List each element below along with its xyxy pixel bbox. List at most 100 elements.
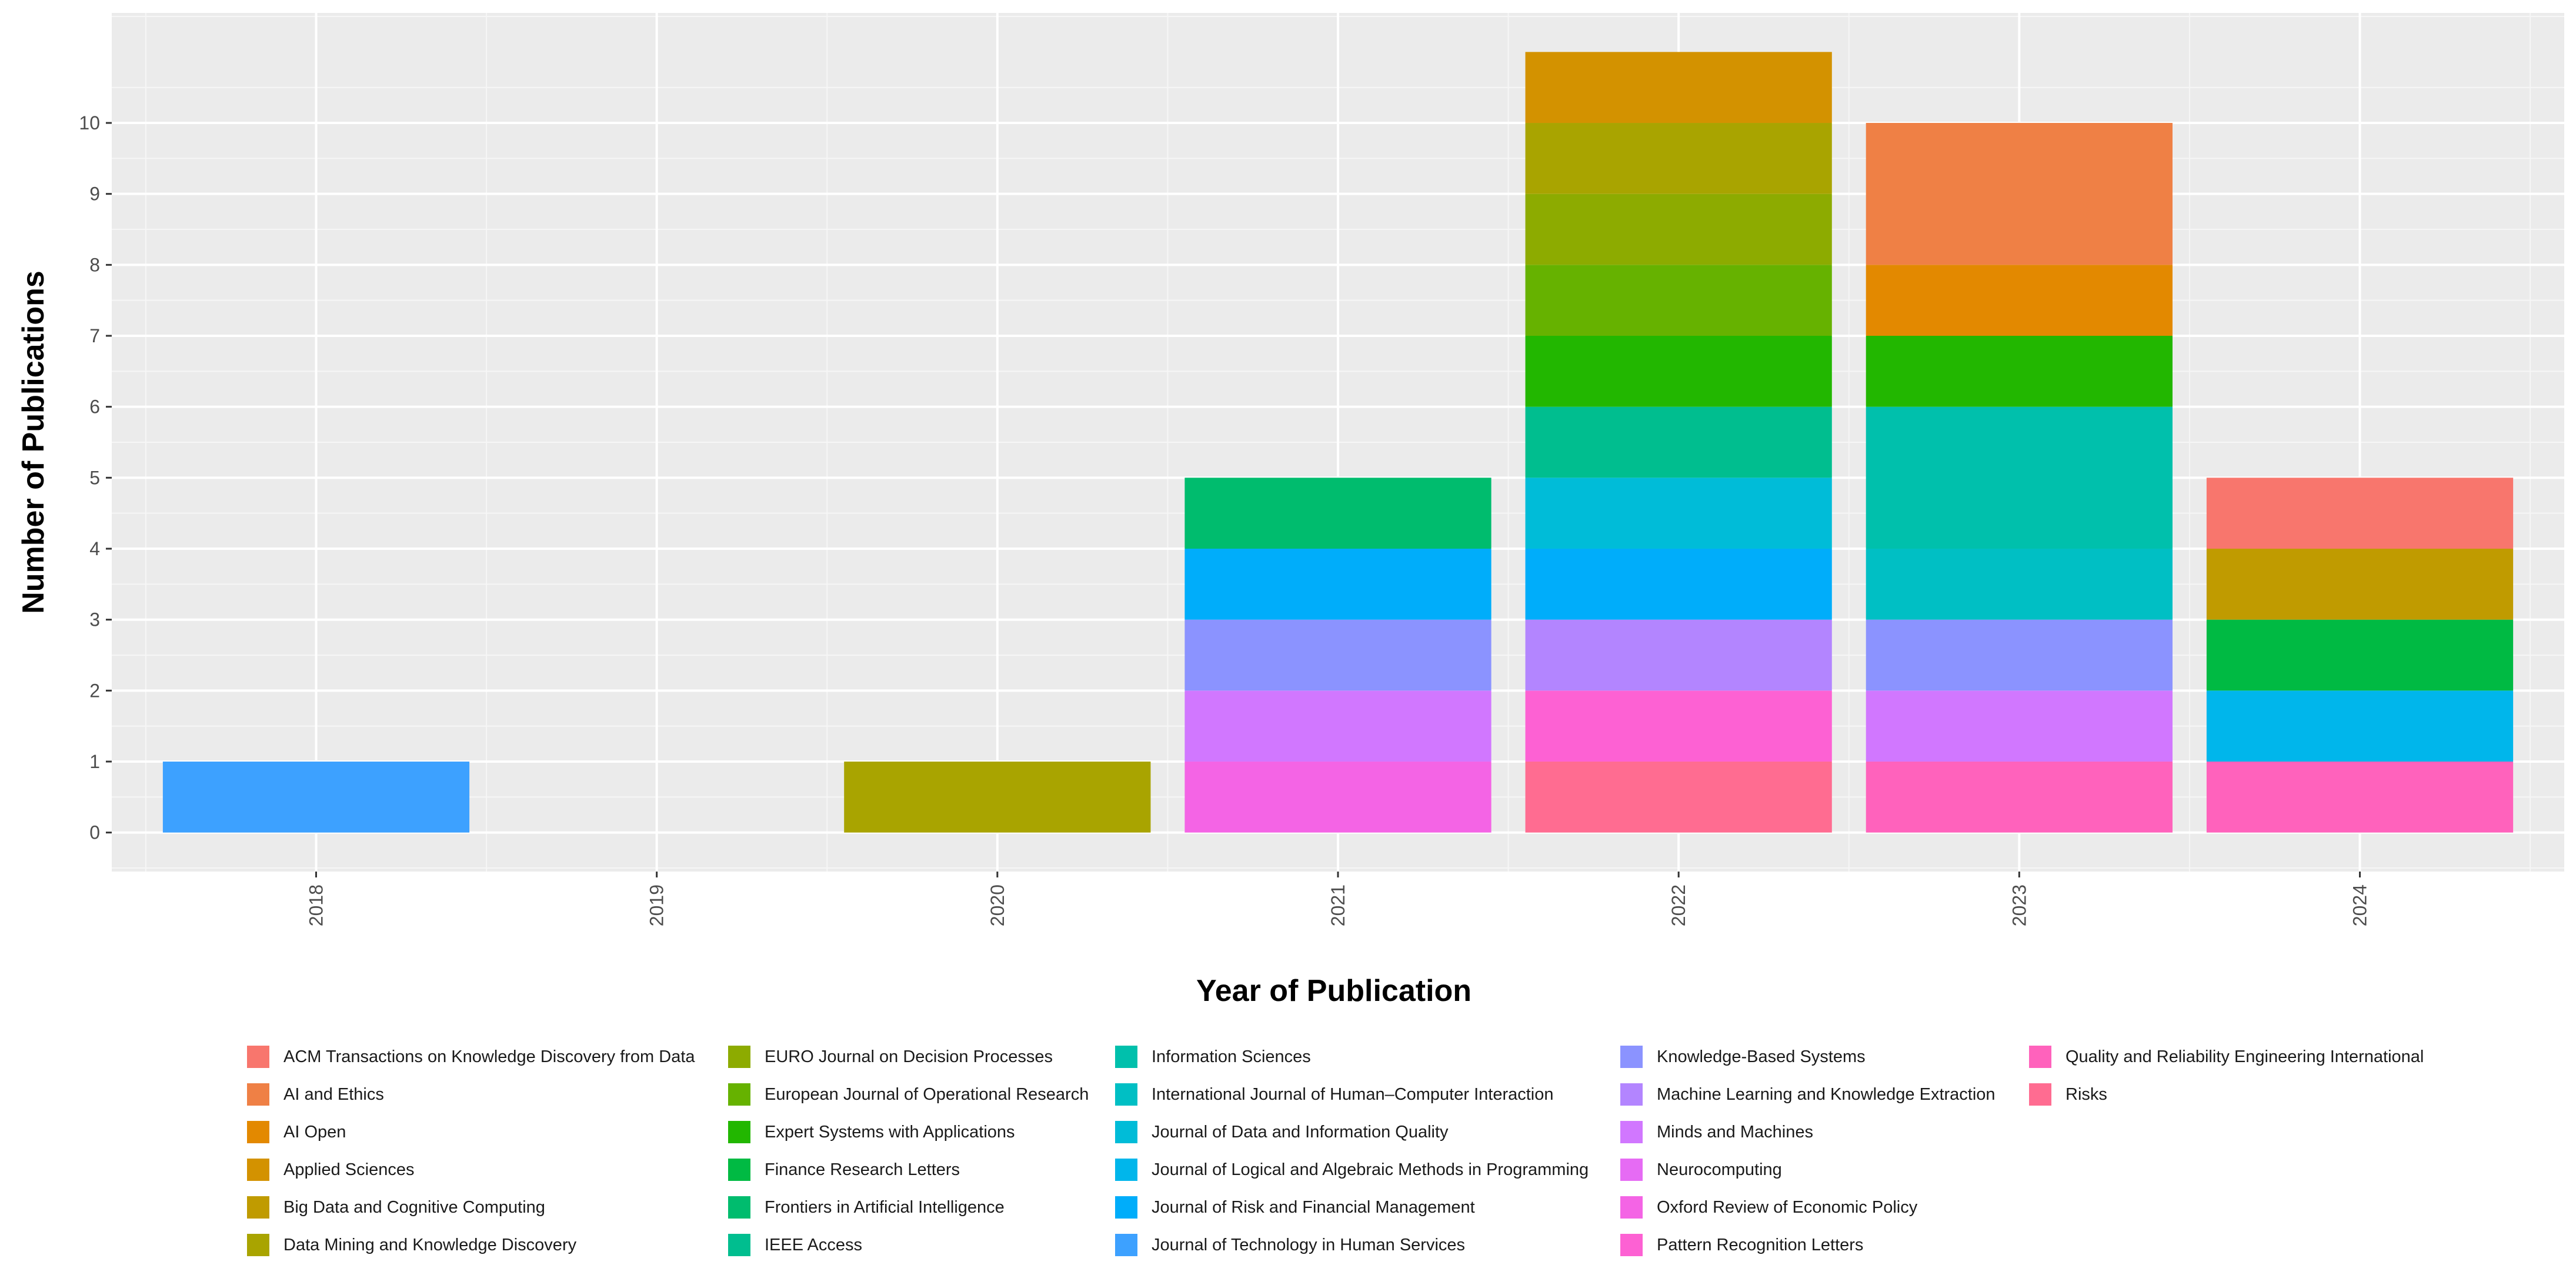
legend-label: AI Open — [283, 1122, 346, 1141]
bars — [162, 52, 2514, 833]
legend-item: IEEE Access — [728, 1226, 862, 1264]
legend-swatch — [247, 1196, 269, 1219]
legend-swatch — [728, 1046, 750, 1068]
legend-label: Risks — [2066, 1084, 2107, 1104]
legend-item: International Journal of Human–Computer … — [1115, 1076, 1554, 1113]
legend-label: Big Data and Cognitive Computing — [283, 1197, 545, 1217]
x-tick-label: 2023 — [2008, 885, 2030, 926]
legend-label: Machine Learning and Knowledge Extractio… — [1657, 1084, 1996, 1104]
legend-label: Journal of Logical and Algebraic Methods… — [1152, 1160, 1589, 1179]
bar-segment — [2206, 619, 2514, 691]
y-tick-label: 8 — [89, 254, 100, 275]
bar-segment — [1866, 406, 2173, 549]
legend: ACM Transactions on Knowledge Discovery … — [247, 1038, 2576, 1261]
legend-item: Information Sciences — [1115, 1038, 1311, 1076]
bar-segment — [1866, 619, 2173, 691]
legend-swatch — [247, 1234, 269, 1256]
x-tick-label: 2018 — [306, 885, 327, 926]
bar-segment — [1525, 619, 1832, 691]
bar-segment — [1184, 548, 1491, 620]
bar-segment — [1866, 761, 2173, 833]
bar-segment — [844, 761, 1151, 833]
legend-swatch — [1620, 1234, 1643, 1256]
bar-segment — [1184, 478, 1491, 549]
legend-item: Machine Learning and Knowledge Extractio… — [1620, 1076, 1996, 1113]
x-tick-label: 2024 — [2350, 885, 2371, 926]
legend-item: Big Data and Cognitive Computing — [247, 1189, 545, 1226]
legend-label: Knowledge-Based Systems — [1657, 1047, 1866, 1066]
legend-item: Finance Research Letters — [728, 1151, 960, 1189]
legend-swatch — [728, 1083, 750, 1106]
legend-swatch — [1115, 1046, 1137, 1068]
bar-segment — [1866, 690, 2173, 762]
x-tick-label: 2022 — [1668, 885, 1689, 926]
legend-swatch — [1115, 1121, 1137, 1143]
y-tick-label: 5 — [89, 467, 100, 488]
legend-swatch — [1115, 1196, 1137, 1219]
legend-item: Applied Sciences — [247, 1151, 414, 1189]
legend-swatch — [247, 1083, 269, 1106]
y-tick-label: 10 — [79, 112, 100, 133]
bar-segment — [1525, 265, 1832, 336]
bar-segment — [1866, 265, 2173, 336]
bar-segment — [1525, 193, 1832, 265]
legend-swatch — [1620, 1121, 1643, 1143]
bar-segment — [2206, 478, 2514, 549]
legend-label: Minds and Machines — [1657, 1122, 1813, 1141]
bar-segment — [1525, 690, 1832, 762]
legend-swatch — [1620, 1159, 1643, 1181]
legend-item: Risks — [2029, 1076, 2107, 1113]
legend-item: Expert Systems with Applications — [728, 1113, 1015, 1151]
legend-item: ACM Transactions on Knowledge Discovery … — [247, 1038, 695, 1076]
x-axis: 2018 2019 2020 2021 2022 2023 2024 — [306, 872, 2371, 926]
legend-label: Pattern Recognition Letters — [1657, 1235, 1864, 1254]
legend-label: IEEE Access — [765, 1235, 863, 1254]
legend-label: Information Sciences — [1152, 1047, 1311, 1066]
x-tick-label: 2020 — [987, 885, 1008, 926]
bar-segment — [1184, 619, 1491, 691]
bar-segment — [1525, 548, 1832, 620]
bar-segment — [2206, 548, 2514, 620]
legend-item: Frontiers in Artificial Intelligence — [728, 1189, 1005, 1226]
y-tick-label: 7 — [89, 325, 100, 346]
legend-label: Finance Research Letters — [765, 1160, 960, 1179]
legend-label: Frontiers in Artificial Intelligence — [765, 1197, 1005, 1217]
legend-item: European Journal of Operational Research — [728, 1076, 1089, 1113]
legend-item: Oxford Review of Economic Policy — [1620, 1189, 1917, 1226]
y-axis: 0 1 2 3 4 5 6 7 8 9 10 — [79, 112, 112, 843]
legend-label: Data Mining and Knowledge Discovery — [283, 1235, 577, 1254]
legend-label: Journal of Risk and Financial Management — [1152, 1197, 1475, 1217]
legend-label: Quality and Reliability Engineering Inte… — [2066, 1047, 2424, 1066]
legend-item: Neurocomputing — [1620, 1151, 1782, 1189]
legend-label: International Journal of Human–Computer … — [1152, 1084, 1554, 1104]
legend-swatch — [2029, 1046, 2051, 1068]
bar-segment — [1525, 123, 1832, 194]
y-tick-label: 0 — [89, 822, 100, 843]
legend-item: Journal of Technology in Human Services — [1115, 1226, 1465, 1264]
bar-segment — [1184, 761, 1491, 833]
legend-label: Applied Sciences — [283, 1160, 415, 1179]
legend-swatch — [247, 1159, 269, 1181]
legend-swatch — [1620, 1046, 1643, 1068]
legend-swatch — [247, 1046, 269, 1068]
bar-segment — [1525, 336, 1832, 407]
legend-item: Journal of Risk and Financial Management — [1115, 1189, 1475, 1226]
legend-swatch — [1115, 1234, 1137, 1256]
legend-item: EURO Journal on Decision Processes — [728, 1038, 1053, 1076]
y-tick-label: 1 — [89, 751, 100, 772]
legend-item: Data Mining and Knowledge Discovery — [247, 1226, 576, 1264]
legend-swatch — [1115, 1083, 1137, 1106]
legend-label: Journal of Data and Information Quality — [1152, 1122, 1449, 1141]
bar-segment — [2206, 761, 2514, 833]
legend-swatch — [728, 1159, 750, 1181]
bar-segment — [1525, 52, 1832, 124]
legend-swatch — [1620, 1083, 1643, 1106]
bar-segment — [1525, 761, 1832, 833]
legend-label: Expert Systems with Applications — [765, 1122, 1015, 1141]
legend-item: Knowledge-Based Systems — [1620, 1038, 1866, 1076]
x-tick-label: 2021 — [1327, 885, 1349, 926]
y-tick-label: 6 — [89, 396, 100, 418]
legend-label: ACM Transactions on Knowledge Discovery … — [283, 1047, 695, 1066]
x-tick-label: 2019 — [646, 885, 668, 926]
